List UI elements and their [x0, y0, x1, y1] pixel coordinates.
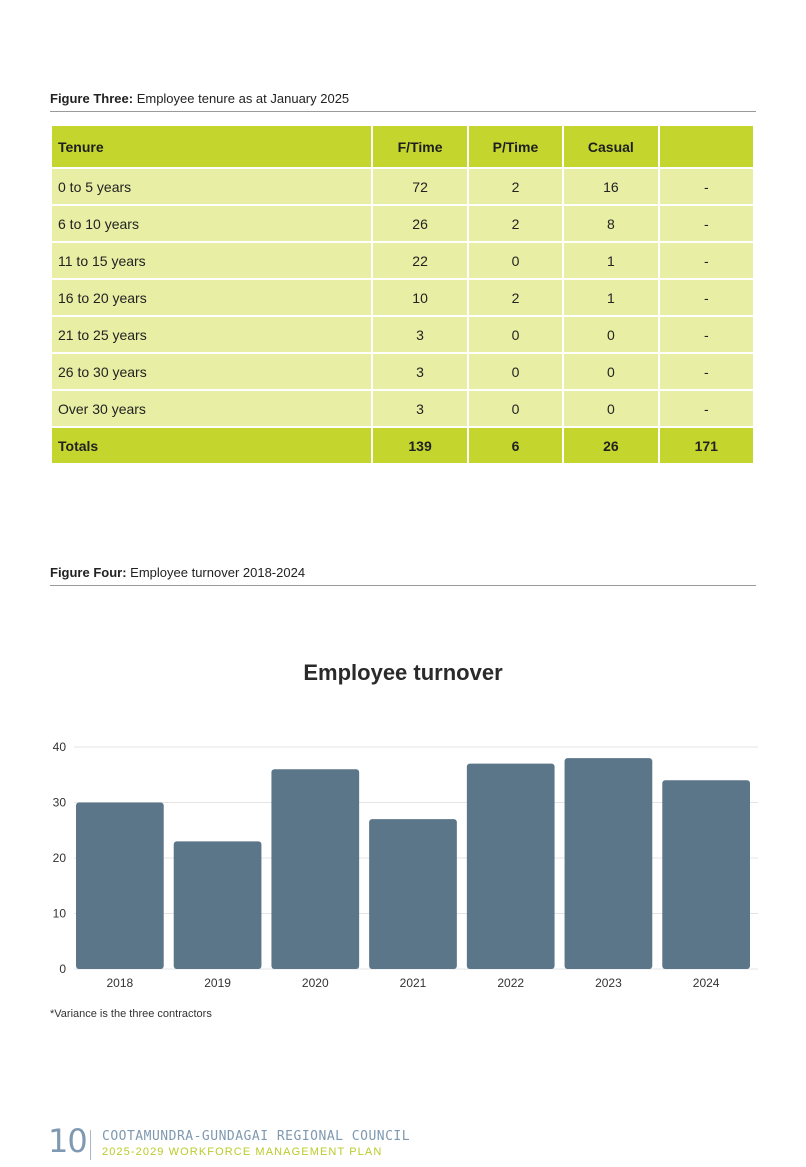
tenure-label-cell: 26 to 30 years	[52, 354, 372, 389]
bar-2021	[369, 819, 457, 969]
x-tick-label: 2020	[302, 976, 329, 990]
tenure-value-cell: 26	[564, 428, 658, 463]
header-ptime: P/Time	[468, 126, 563, 167]
bar-2020	[271, 769, 360, 969]
table-row: 6 to 10 years 26 2 8-	[52, 206, 753, 241]
tenure-value-cell: 1	[564, 280, 658, 315]
figure-three-title: Employee tenure as at January 2025	[133, 91, 350, 106]
page-number: 10	[48, 1122, 88, 1160]
tenure-value-cell: 8	[564, 206, 658, 241]
tenure-value-cell: 0	[564, 317, 658, 352]
tenure-label-cell: 11 to 15 years	[52, 243, 372, 278]
y-tick-label: 30	[53, 796, 67, 810]
tenure-value-cell: 0	[564, 354, 658, 389]
y-tick-label: 10	[53, 907, 67, 921]
tenure-value-cell: 3	[373, 317, 467, 352]
tenure-value-cell: 26	[373, 206, 467, 241]
tenure-label-cell: 6 to 10 years	[52, 206, 372, 241]
table-row: 16 to 20 years 10 2 1-	[52, 280, 753, 315]
bar-2023	[564, 758, 653, 969]
tenure-value-cell: 6	[468, 428, 563, 463]
table-row: 11 to 15 years 22 0 1-	[52, 243, 753, 278]
tenure-label-cell: 21 to 25 years	[52, 317, 372, 352]
y-tick-label: 0	[59, 962, 66, 976]
tenure-value-cell: 0	[564, 391, 658, 426]
x-tick-label: 2023	[595, 976, 622, 990]
table-row: Over 30 years 3 0 0-	[52, 391, 753, 426]
x-tick-label: 2024	[693, 976, 720, 990]
tenure-value-cell: 3	[373, 391, 467, 426]
figure-four-rule	[50, 585, 756, 586]
footer-plan-title: 2025-2029 WORKFORCE MANAGEMENT PLAN	[102, 1146, 383, 1158]
bar-2024	[662, 780, 750, 969]
table-row: 21 to 25 years 3 0 0-	[52, 317, 753, 352]
totals-row: Totals 139 6 26 171	[52, 428, 753, 463]
tenure-value-cell: 10	[373, 280, 467, 315]
header-total	[659, 126, 753, 167]
tenure-value-cell: -	[659, 206, 753, 241]
table-row: 26 to 30 years 3 0 0-	[52, 354, 753, 389]
tenure-label-cell: 0 to 5 years	[52, 169, 372, 204]
header-ftime: F/Time	[373, 126, 467, 167]
tenure-header-row: Tenure F/Time P/Time Casual	[52, 126, 753, 167]
figure-three-label: Figure Three:	[50, 91, 134, 106]
x-tick-label: 2018	[107, 976, 134, 990]
tenure-label-cell: 16 to 20 years	[52, 280, 372, 315]
figure-three-caption: Figure Three: Employee tenure as at Janu…	[50, 91, 349, 106]
tenure-value-cell: -	[659, 317, 753, 352]
tenure-value-cell: -	[659, 169, 753, 204]
tenure-value-cell: -	[659, 280, 753, 315]
figure-four-caption: Figure Four: Employee turnover 2018-2024	[50, 565, 305, 580]
tenure-value-cell: 171	[659, 428, 753, 463]
tenure-value-cell: 2	[468, 280, 563, 315]
tenure-value-cell: 0	[468, 391, 563, 426]
tenure-label-cell: Totals	[52, 428, 372, 463]
bar-2022	[466, 763, 555, 969]
turnover-bar-chart: 0 10 20 30 40 2018 2019 2020 2021 2022 2023 2024	[53, 740, 758, 990]
footer-divider	[90, 1130, 91, 1160]
figure-four-title: Employee turnover 2018-2024	[126, 565, 306, 580]
bar-2019	[173, 841, 262, 969]
tenure-value-cell: 3	[373, 354, 467, 389]
header-casual: Casual	[564, 126, 658, 167]
figure-three-rule	[50, 111, 756, 112]
table-row: 0 to 5 years 72 2 16-	[52, 169, 753, 204]
tenure-value-cell: 1	[564, 243, 658, 278]
tenure-value-cell: 2	[468, 206, 563, 241]
tenure-value-cell: 22	[373, 243, 467, 278]
x-tick-label: 2021	[400, 976, 427, 990]
x-tick-label: 2022	[497, 976, 524, 990]
tenure-value-cell: 0	[468, 317, 563, 352]
footer-organisation: COOTAMUNDRA-GUNDAGAI REGIONAL COUNCIL	[102, 1129, 411, 1144]
header-tenure: Tenure	[52, 126, 372, 167]
y-tick-label: 20	[53, 851, 67, 865]
tenure-value-cell: -	[659, 391, 753, 426]
tenure-value-cell: 0	[468, 354, 563, 389]
chart-title: Employee turnover	[303, 660, 503, 685]
y-tick-label: 40	[53, 740, 67, 754]
tenure-value-cell: 2	[468, 169, 563, 204]
tenure-table: Tenure F/Time P/Time Casual 0 to 5 years…	[50, 124, 755, 465]
x-tick-label: 2019	[204, 976, 231, 990]
tenure-value-cell: 0	[468, 243, 563, 278]
bar-2018	[76, 802, 164, 969]
chart-footnote: *Variance is the three contractors	[50, 1008, 212, 1020]
tenure-value-cell: 72	[373, 169, 467, 204]
tenure-value-cell: 16	[564, 169, 658, 204]
tenure-value-cell: -	[659, 243, 753, 278]
tenure-label-cell: Over 30 years	[52, 391, 372, 426]
figure-four-label: Figure Four:	[50, 565, 127, 580]
tenure-value-cell: 139	[373, 428, 467, 463]
tenure-value-cell: -	[659, 354, 753, 389]
